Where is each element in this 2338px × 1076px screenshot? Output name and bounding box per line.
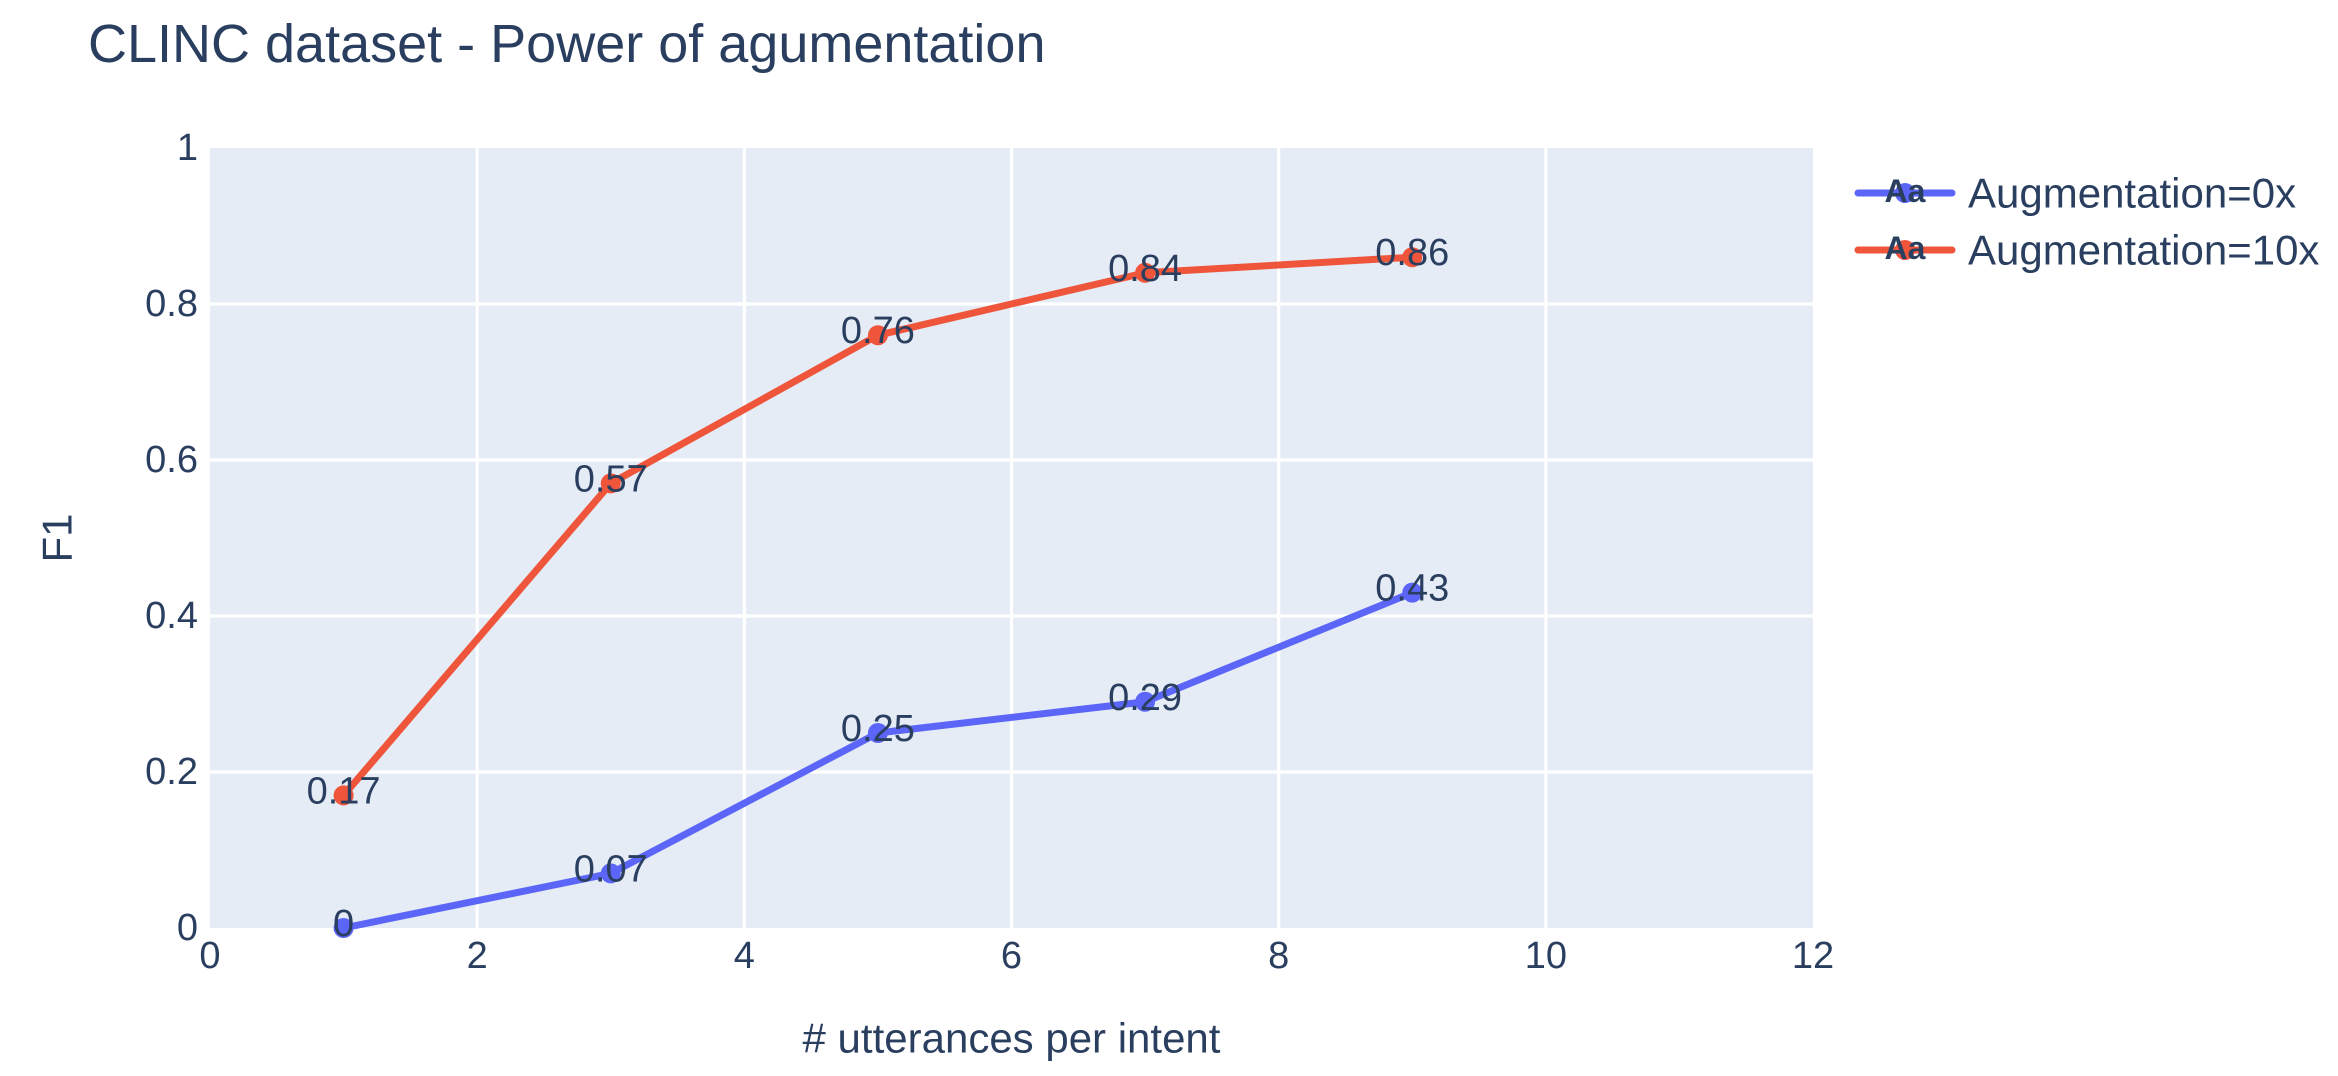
x-tick-label: 10 <box>1525 935 1567 977</box>
x-axis-title: # utterances per intent <box>803 1015 1221 1062</box>
data-point-marker[interactable] <box>1402 582 1423 603</box>
data-point-label: 0.57 <box>574 458 648 500</box>
legend-item-label: Augmentation=10x <box>1968 227 2319 274</box>
data-point-label: 0.43 <box>1375 568 1449 610</box>
data-point-marker[interactable] <box>600 863 621 884</box>
y-tick-label: 0.4 <box>145 595 198 637</box>
data-point-label: 0.84 <box>1108 248 1182 290</box>
y-tick-label: 0.6 <box>145 439 198 481</box>
legend-marker-dot <box>1895 240 1915 260</box>
data-point-marker[interactable] <box>867 723 888 743</box>
x-tick-label: 0 <box>199 935 220 977</box>
x-tick-label: 4 <box>734 935 755 977</box>
series-augmentation-10x: 0.17 0.57 0.76 0.84 0.86 <box>307 232 1450 812</box>
legend-sample-text: Aa <box>1885 173 1926 209</box>
data-point-marker[interactable] <box>1402 247 1423 268</box>
data-point-marker[interactable] <box>1135 691 1156 712</box>
data-point-label: 0.86 <box>1375 232 1449 274</box>
data-point-label: 0.76 <box>841 310 915 352</box>
legend-marker-dot <box>1895 183 1915 203</box>
y-tick-label: 0.2 <box>145 751 198 793</box>
legend-item-label: Augmentation=0x <box>1968 170 2296 217</box>
data-point-marker[interactable] <box>867 325 888 346</box>
x-tick-label: 8 <box>1268 935 1289 977</box>
gridlines <box>210 148 1813 928</box>
series-augmentation-0x: 0 0.07 0.25 0.29 0.43 <box>333 568 1449 945</box>
y-axis-title: F1 <box>34 513 81 562</box>
data-point-marker[interactable] <box>1135 262 1156 283</box>
figure-title: CLINC dataset - Power of agumentation <box>88 14 1046 74</box>
y-tick-label: 1 <box>177 127 198 169</box>
legend-sample-text: Aa <box>1885 230 1926 266</box>
legend-item-augmentation-10x[interactable]: Aa Augmentation=10x <box>1854 227 2319 274</box>
data-point-label: 0 <box>333 903 354 945</box>
x-tick-label: 12 <box>1792 935 1834 977</box>
data-point-label: 0.17 <box>307 770 381 812</box>
legend: Aa Augmentation=0x Aa Augmentation=10x <box>1854 170 2319 274</box>
data-point-label: 0.29 <box>1108 677 1182 719</box>
data-point-marker[interactable] <box>333 918 354 938</box>
y-tick-label: 0.8 <box>145 283 198 325</box>
data-point-marker[interactable] <box>600 473 621 494</box>
x-tick-label: 6 <box>1001 935 1022 977</box>
x-tick-label: 2 <box>467 935 488 977</box>
data-point-label: 0.25 <box>841 708 915 750</box>
data-point-marker[interactable] <box>333 785 354 806</box>
y-tick-label: 0 <box>177 907 198 949</box>
legend-item-augmentation-0x[interactable]: Aa Augmentation=0x <box>1854 170 2296 217</box>
data-point-label: 0.07 <box>574 848 648 890</box>
